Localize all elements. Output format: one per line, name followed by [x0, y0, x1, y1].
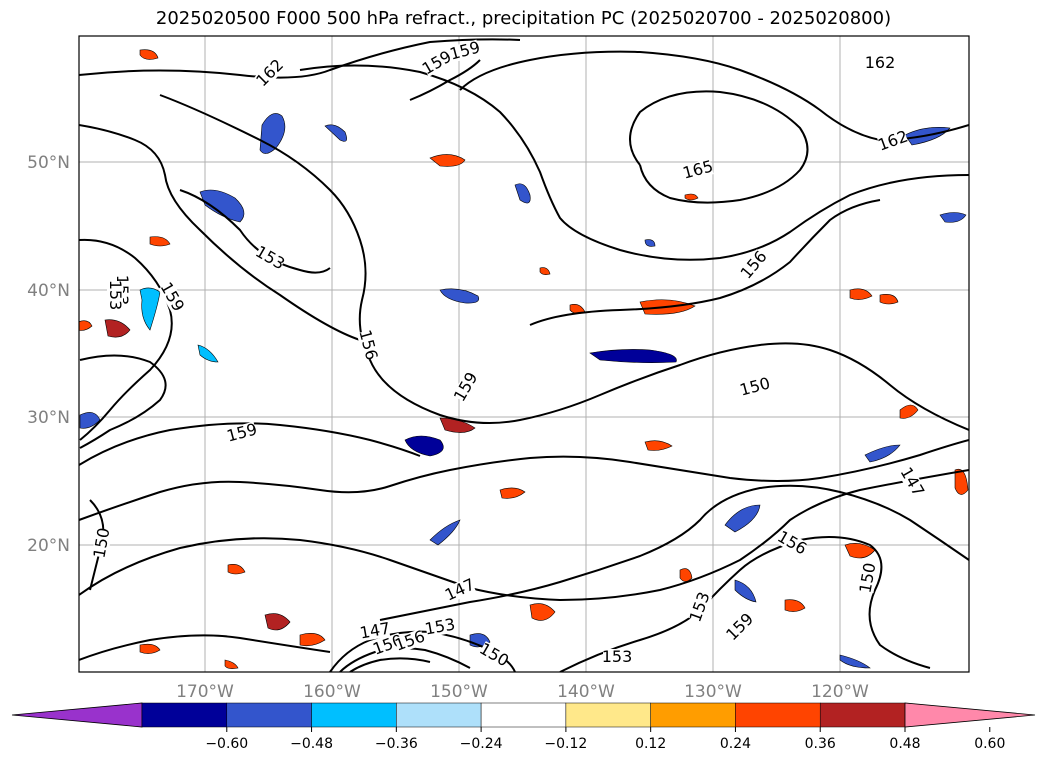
colorbar-tick-label: −0.36 [375, 736, 418, 752]
colorbar-cell [650, 702, 736, 728]
contour-label-bg [898, 465, 926, 499]
contour-label-bg [775, 529, 809, 557]
contour-label-bg [477, 641, 511, 669]
colorbar-cell [565, 702, 651, 728]
colorbar-tick-label: 0.48 [889, 736, 920, 752]
colorbar-cell [819, 702, 906, 728]
colorbar-extend-max [904, 702, 1036, 728]
precipitation-shading [79, 49, 969, 669]
colorbar-cell [735, 702, 821, 728]
contour-label-bg [254, 57, 286, 89]
lon-label: 130°W [684, 682, 742, 702]
contour-label-bg [359, 620, 391, 642]
contour-label-bg [394, 628, 426, 654]
contour-label-bg [603, 649, 631, 665]
contour-label-bg [356, 329, 380, 361]
contour-label-bg [877, 128, 909, 154]
contour-label-bg [452, 370, 480, 404]
gridlines [79, 36, 969, 672]
lon-label: 150°W [430, 682, 488, 702]
map-frame [78, 35, 970, 673]
contour-label-bg [420, 49, 454, 77]
contour-label: 153 [106, 280, 125, 311]
map-title: 2025020500 F000 500 hPa refract., precip… [155, 8, 892, 29]
colorbar-tick-label: −0.24 [460, 736, 503, 752]
lat-label: 40°N [27, 281, 70, 301]
colorbar-extend-min [11, 702, 143, 728]
lat-label: 30°N [27, 408, 70, 428]
lat-label: 20°N [27, 536, 70, 556]
colorbar-tick-label: −0.12 [544, 736, 587, 752]
contour-label-bg [226, 421, 258, 445]
contour-label-bg [687, 591, 713, 623]
contour-label-bg [866, 55, 894, 71]
contour-label-bg [724, 611, 756, 643]
lon-label: 140°W [557, 682, 615, 702]
colorbar-tick-label: 0.12 [635, 736, 666, 752]
lon-label: 170°W [176, 682, 234, 702]
colorbar-cell [480, 702, 567, 728]
colorbar-tick-label: 0.36 [805, 736, 836, 752]
contour-label-bg [739, 375, 771, 399]
colorbar-tick-label: 0.60 [974, 736, 1005, 752]
contour-label: 162 [865, 53, 896, 72]
lon-label: 160°W [303, 682, 361, 702]
colorbar-cell [311, 702, 397, 728]
lon-label: 120°W [811, 682, 869, 702]
colorbar-cell [141, 702, 228, 728]
colorbar-cell [396, 702, 482, 728]
contour-label-bg [682, 158, 714, 182]
contour-label-bg [158, 280, 186, 314]
contour-label: 153 [602, 647, 633, 666]
colorbar-tick-label: −0.48 [290, 736, 333, 752]
colorbar-tick-label: 0.24 [720, 736, 751, 752]
contour-label-bg [443, 576, 477, 604]
colorbar-tick-label: −0.60 [205, 736, 248, 752]
contour-label-bg [107, 281, 123, 309]
contour-label-bg [738, 249, 770, 281]
contour-label-bg [91, 527, 113, 559]
contour-label-bg [449, 39, 481, 63]
lat-label: 50°N [27, 153, 70, 173]
contour-label-bg [253, 244, 287, 272]
colorbar-cell [226, 702, 312, 728]
colorbar: −0.60 −0.48 −0.36 −0.24 −0.12 0.12 0.24 0.36 0.4… [11, 702, 1036, 752]
contour-label-bg [857, 562, 879, 594]
contour-label-bg [424, 616, 456, 638]
